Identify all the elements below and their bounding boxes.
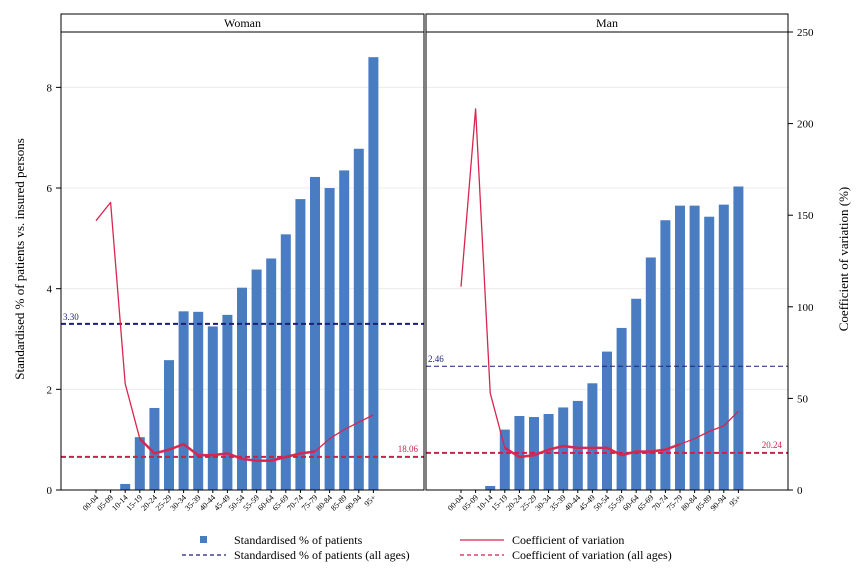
bar xyxy=(193,311,204,490)
bar xyxy=(368,57,379,491)
panel-woman: Woman3.3018.0600-0405-0910-1415-1920-242… xyxy=(60,13,425,513)
bar xyxy=(310,176,320,490)
y-right-tick-label: 50 xyxy=(797,393,809,405)
bar xyxy=(602,351,612,490)
bar xyxy=(485,485,496,490)
legend-label: Standardised % of patients xyxy=(234,533,363,547)
bar xyxy=(660,220,671,490)
legend-swatch xyxy=(200,536,207,543)
bar xyxy=(587,383,598,490)
y-left-tick-label: 8 xyxy=(47,82,53,94)
bar xyxy=(572,400,583,490)
bar xyxy=(266,258,277,490)
bar xyxy=(251,269,262,490)
legend-item: Standardised % of patients xyxy=(200,533,363,547)
panel-title: Man xyxy=(596,16,618,30)
bar xyxy=(237,287,247,490)
axes-layer: 0 2 4 6 8 0 50 100 150 200 250 xyxy=(47,27,815,497)
bar xyxy=(558,407,569,490)
bar xyxy=(134,437,145,490)
x-tick-label: 95+ xyxy=(728,493,744,509)
y-left-tick-label: 6 xyxy=(47,183,53,195)
bar xyxy=(324,188,335,490)
panel-man: Man2.4620.2400-0405-0910-1415-1920-2425-… xyxy=(425,13,789,513)
bar xyxy=(207,326,218,490)
y-right-tick-label: 100 xyxy=(797,302,814,314)
bar xyxy=(280,234,291,490)
panels-layer: Woman3.3018.0600-0405-0910-1415-1920-242… xyxy=(60,13,789,513)
ref-label-cv: 20.24 xyxy=(762,440,783,450)
legend-label: Coefficient of variation (all ages) xyxy=(512,548,672,562)
bar xyxy=(645,257,656,490)
legend-item: Coefficient of variation xyxy=(460,533,624,547)
legend-label: Standardised % of patients (all ages) xyxy=(234,548,410,562)
bar xyxy=(718,204,729,490)
bar xyxy=(178,311,189,490)
bar xyxy=(704,216,715,490)
x-tick-label: 90-94 xyxy=(709,493,729,513)
bar xyxy=(164,360,174,490)
y-left-tick-label: 4 xyxy=(47,284,53,296)
bar xyxy=(631,298,642,490)
y-left-tick-label: 2 xyxy=(47,384,53,396)
ref-label-patients: 3.30 xyxy=(63,312,79,322)
legend-item: Coefficient of variation (all ages) xyxy=(460,548,672,562)
legend-item: Standardised % of patients (all ages) xyxy=(182,548,410,562)
y-left-tick-label: 0 xyxy=(47,485,53,497)
x-tick-label: 95+ xyxy=(363,493,379,509)
bar xyxy=(222,314,233,490)
legend: Standardised % of patients Coefficient of… xyxy=(182,533,672,562)
bar xyxy=(514,416,525,490)
legend-label: Coefficient of variation xyxy=(512,533,624,547)
bar xyxy=(689,205,700,490)
y-right-tick-label: 0 xyxy=(797,485,803,497)
bar xyxy=(353,148,364,490)
cv-line-smooth xyxy=(138,437,316,462)
bar xyxy=(675,205,685,490)
y-axis-left-title: Standardised % of patients vs. insured p… xyxy=(12,138,27,380)
bar xyxy=(120,483,131,490)
bar xyxy=(616,327,627,490)
ref-label-cv: 18.06 xyxy=(398,444,419,454)
y-right-tick-label: 250 xyxy=(797,27,814,39)
y-right-tick-label: 200 xyxy=(797,119,814,131)
panel-title: Woman xyxy=(224,16,261,30)
bar xyxy=(295,199,306,490)
bar xyxy=(733,186,744,490)
x-tick-label: 90-94 xyxy=(344,493,364,513)
cv-line-smooth xyxy=(504,442,681,459)
y-axis-right-title: Coefficient of variation (%) xyxy=(836,187,851,332)
bar xyxy=(149,407,160,490)
ref-label-patients: 2.46 xyxy=(428,354,444,364)
y-right-tick-label: 150 xyxy=(797,210,814,222)
bar xyxy=(499,429,510,490)
bar xyxy=(339,170,350,490)
